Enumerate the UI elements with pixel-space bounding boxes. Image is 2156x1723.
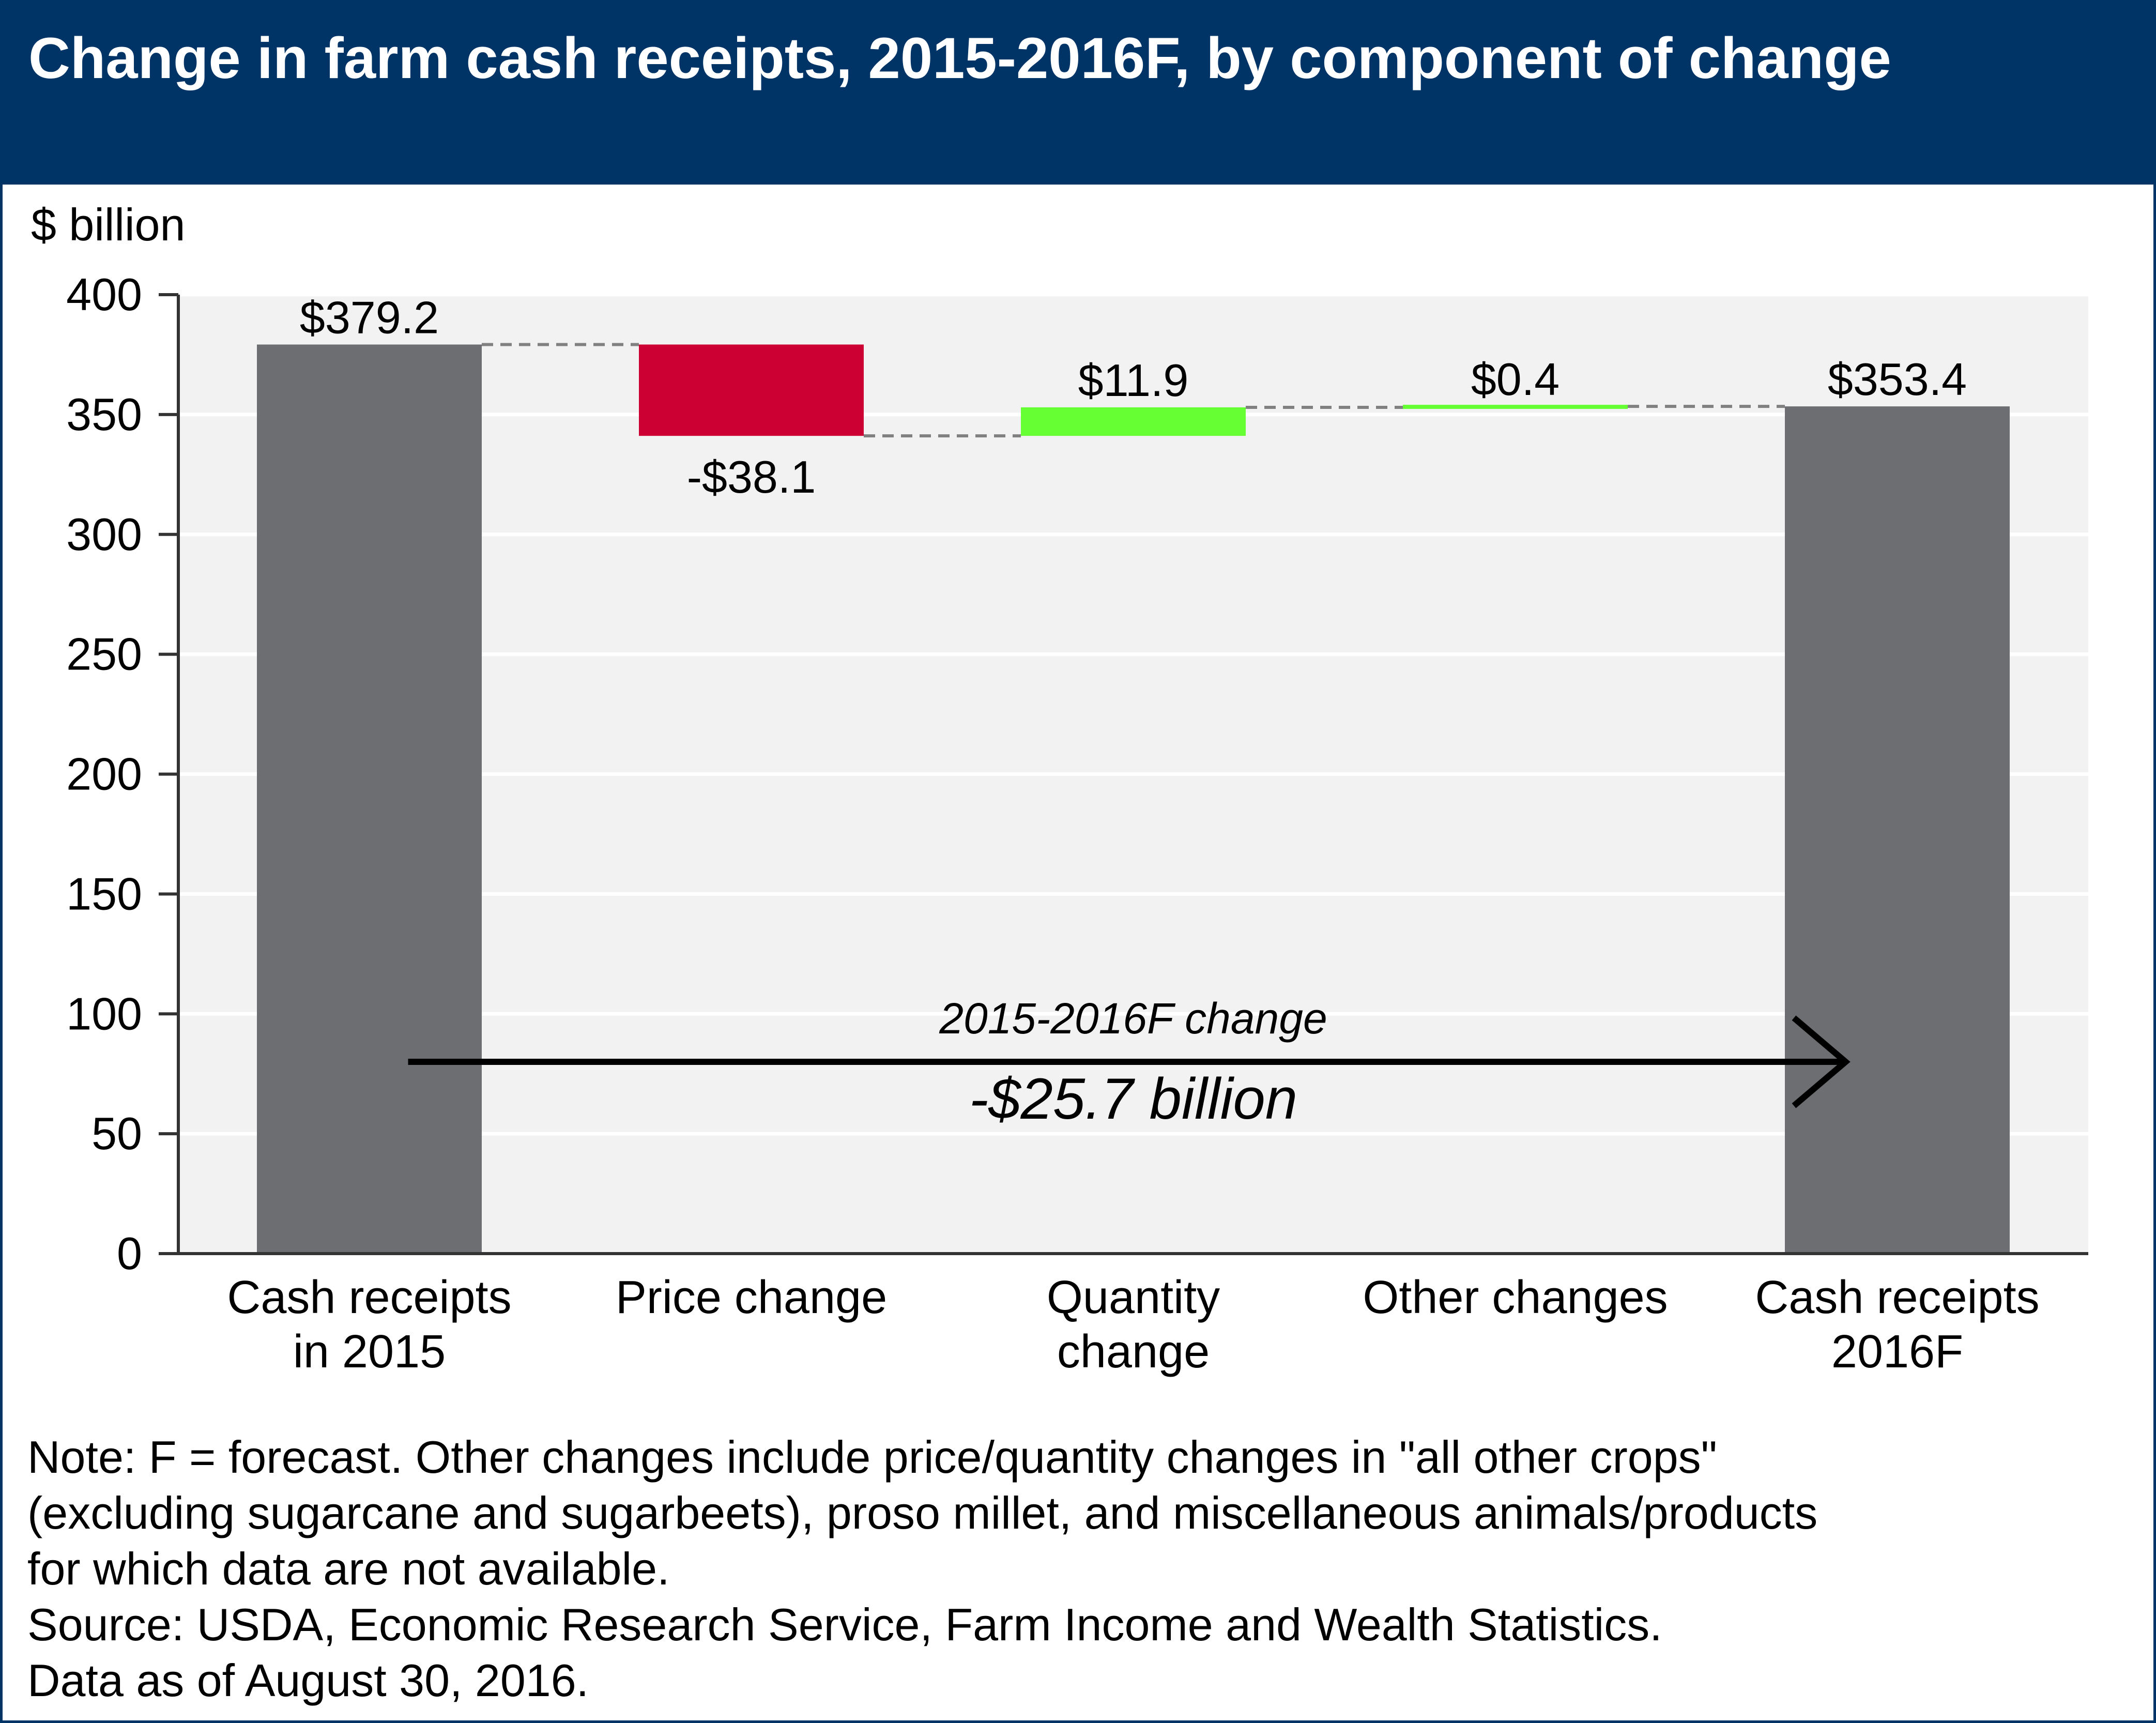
bars: [257, 344, 2010, 1254]
data-date-line: Data as of August 30, 2016.: [27, 1655, 589, 1706]
change-annotation-value: -$25.7 billion: [969, 1066, 1297, 1131]
value-label: $379.2: [300, 292, 439, 343]
waterfall-bar: [257, 344, 482, 1254]
chart-title: Change in farm cash receipts, 2015-2016F…: [28, 26, 1891, 90]
y-tick-label: 350: [66, 389, 142, 440]
waterfall-bar: [1785, 406, 2010, 1254]
y-tick-label: 400: [66, 269, 142, 320]
y-tick-label: 200: [66, 749, 142, 800]
category-label: Cash receipts: [227, 1272, 511, 1323]
change-arrow-head: [1792, 1015, 1851, 1108]
category-label: Cash receipts: [1755, 1272, 2039, 1323]
y-tick-label: 300: [66, 509, 142, 560]
y-tick-label: 100: [66, 988, 142, 1039]
value-label: $11.9: [1078, 355, 1189, 406]
y-tick-label: 150: [66, 868, 142, 919]
value-label: $353.4: [1828, 354, 1967, 405]
value-labels: $379.2 -$38.1 $11.9 $0.4 $353.4: [300, 292, 1967, 502]
source-line: Source: USDA, Economic Research Service,…: [27, 1599, 1662, 1650]
waterfall-bar: [639, 344, 864, 436]
category-label: change: [1057, 1326, 1210, 1378]
waterfall-bar: [1021, 407, 1246, 436]
y-tick-label: 50: [91, 1108, 142, 1159]
category-label: Price change: [616, 1272, 887, 1323]
y-tick-label: 0: [117, 1228, 142, 1279]
y-tick-label: 250: [66, 629, 142, 680]
axes: [159, 293, 2088, 1255]
waterfall-chart: $379.2 -$38.1 $11.9 $0.4 $353.4 0 50 100 150 200…: [31, 199, 2088, 1378]
waterfall-bar: [1403, 405, 1628, 409]
title-bar: Change in farm cash receipts, 2015-2016F…: [3, 3, 2156, 185]
category-label: 2016F: [1831, 1326, 1963, 1378]
value-label: -$38.1: [687, 451, 816, 502]
change-annotation-caption: 2015-2016F change: [939, 994, 1327, 1043]
y-tick-labels: 0 50 100 150 200 250 300 350 400: [66, 269, 142, 1279]
note-line: for which data are not available.: [27, 1543, 670, 1594]
category-label: in 2015: [293, 1326, 446, 1378]
connector-lines: [482, 343, 1785, 438]
value-label: $0.4: [1471, 354, 1559, 405]
category-label: Other changes: [1363, 1272, 1668, 1323]
note-line: (excluding sugarcane and sugarbeets), pr…: [27, 1487, 1818, 1538]
note-line: Note: F = forecast. Other changes includ…: [27, 1431, 1717, 1483]
category-label: Quantity: [1047, 1272, 1220, 1323]
total-change-annotation: 2015-2016F change -$25.7 billion: [408, 994, 1851, 1131]
y-axis-unit-label: $ billion: [31, 199, 185, 250]
gridlines: [178, 293, 2088, 1136]
notes-block: Note: F = forecast. Other changes includ…: [27, 1429, 2136, 1709]
